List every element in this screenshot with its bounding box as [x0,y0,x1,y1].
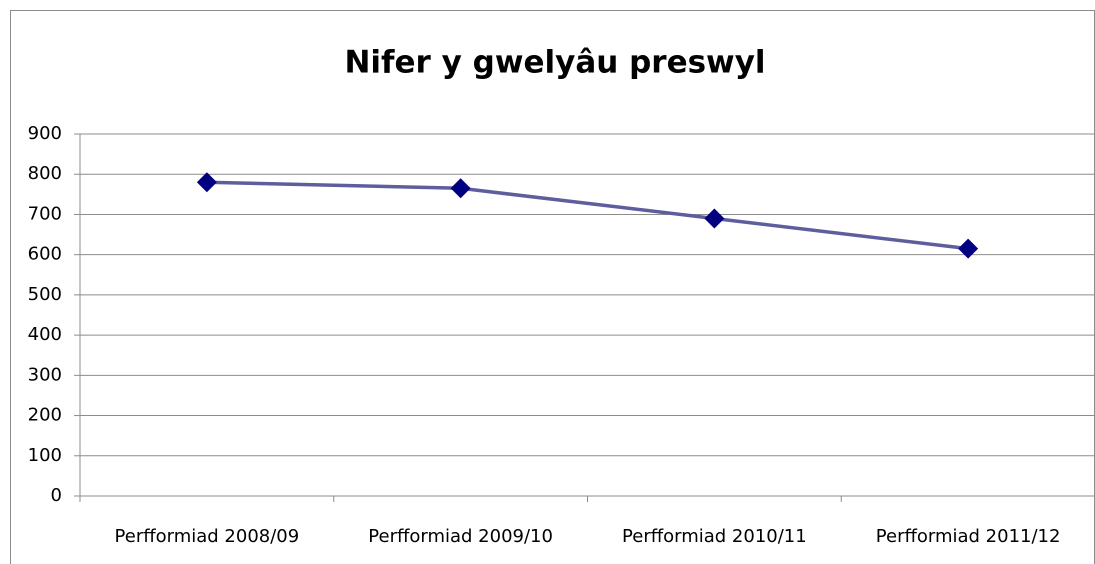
chart-title: Nifer y gwelyâu preswyl [344,45,765,81]
y-tick-label: 700 [28,203,62,224]
x-tick-label: Perfformiad 2008/09 [115,526,300,547]
y-tick-label: 0 [51,485,62,506]
x-tick-label: Perfformiad 2010/11 [622,526,807,547]
marker [704,208,725,229]
marker [958,238,979,259]
y-tick-label: 900 [28,123,62,144]
chart-frame [10,10,1095,564]
y-tick-label: 600 [28,244,62,265]
y-tick-label: 300 [28,364,62,385]
y-tick-label: 200 [28,405,62,426]
marker [450,178,471,199]
line [206,180,969,251]
y-tick-label: 400 [28,324,62,345]
y-tick-label: 100 [28,445,62,466]
x-tick-label: Perfformiad 2011/12 [876,526,1061,547]
y-tick-label: 500 [28,284,62,305]
x-tick-label: Perfformiad 2009/10 [368,526,553,547]
y-tick-label: 800 [28,163,62,184]
marker [196,172,217,193]
